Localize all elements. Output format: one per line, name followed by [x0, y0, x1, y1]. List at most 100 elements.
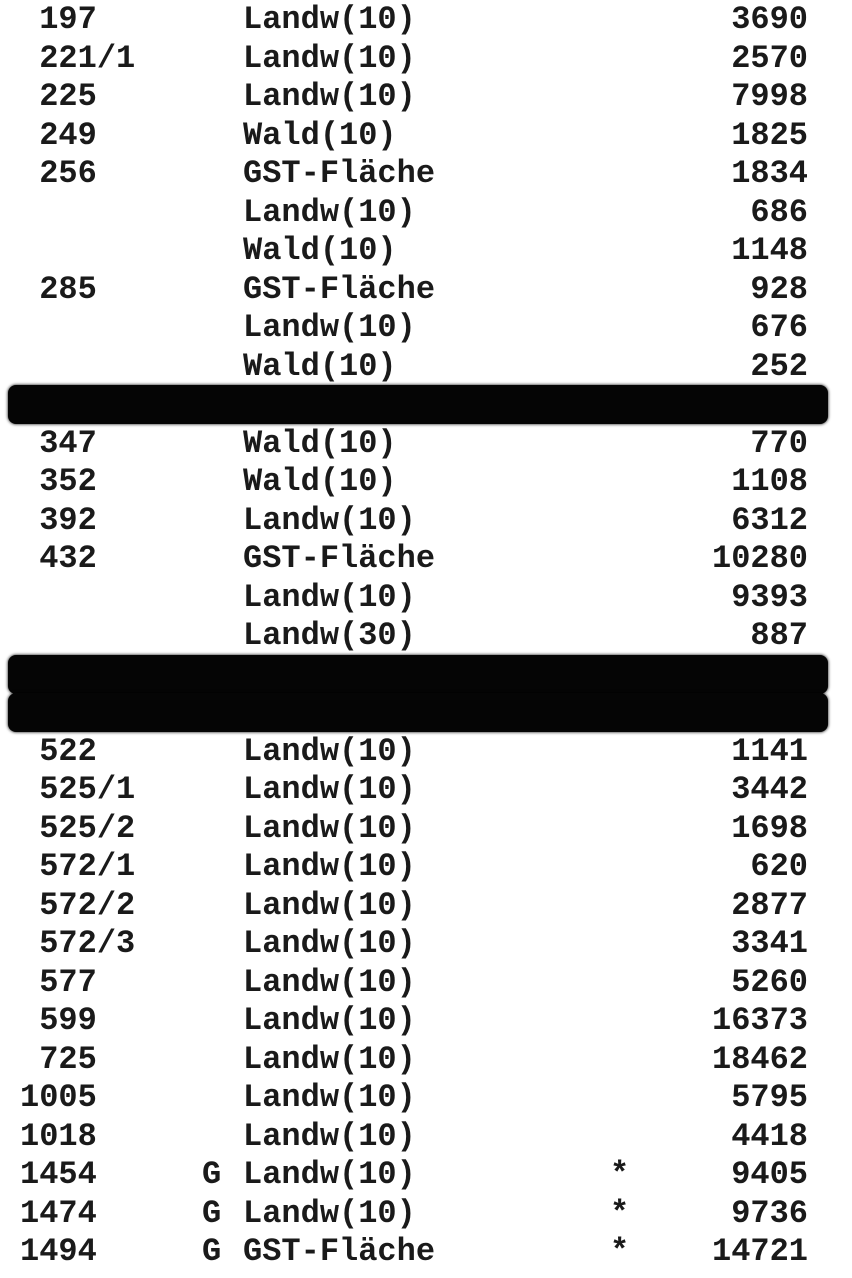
land-use-type: GST-Fläche	[243, 155, 436, 192]
table-row: Landw(10) 686	[0, 194, 852, 232]
asterisk-marker: *	[610, 1233, 630, 1270]
parcel-number: 352	[20, 463, 97, 500]
parcel-number: 285	[20, 270, 97, 308]
land-use-type: Landw(10)	[243, 578, 416, 616]
parcel-number: 256	[20, 155, 97, 192]
area-value: 252	[750, 347, 808, 385]
table-row: 572/3 Landw(10) 3341	[0, 925, 852, 963]
land-use-type: Landw(10)	[243, 1117, 416, 1155]
land-use-type: Wald(10)	[243, 424, 397, 462]
land-use-type: Landw(10)	[243, 1002, 416, 1039]
area-value: 5795	[731, 1079, 808, 1116]
table-row: 725 Landw(10) 18462	[0, 1041, 852, 1079]
land-use-type: Wald(10)	[243, 232, 397, 269]
table-row: 1005 Landw(10) 5795	[0, 1079, 852, 1117]
area-value: 3341	[731, 925, 808, 962]
table-row: Wald(10) 1148	[0, 232, 852, 270]
table-row: Wald(10) 252	[0, 348, 852, 386]
parcel-number: 599	[20, 1002, 97, 1039]
table-row: 525/1 Landw(10) 3442	[0, 771, 852, 809]
land-use-type: Landw(10)	[243, 732, 416, 770]
table-row: 1018 Landw(10) 4418	[0, 1118, 852, 1156]
area-value: 1834	[731, 155, 808, 192]
land-use-type: Landw(10)	[243, 848, 416, 885]
table-row: 221/1 Landw(10) 2570	[0, 40, 852, 78]
area-value: 4418	[731, 1117, 808, 1155]
table-row: Landw(30) 887	[0, 617, 852, 655]
area-value: 18462	[711, 1040, 808, 1078]
redaction-bar	[8, 654, 828, 694]
redaction-bar	[8, 385, 828, 424]
land-use-type: Landw(10)	[243, 1, 416, 38]
area-value: 2877	[731, 886, 808, 924]
land-use-type: Wald(10)	[243, 347, 397, 385]
land-use-type: Landw(30)	[243, 617, 416, 654]
land-use-type: Landw(10)	[243, 1194, 416, 1232]
land-use-type: GST-Fläche	[243, 1233, 436, 1270]
area-value: 9405	[731, 1156, 808, 1193]
table-row: 577 Landw(10) 5260	[0, 964, 852, 1002]
area-value: 1825	[731, 116, 808, 154]
parcel-number: 572/3	[20, 925, 136, 962]
area-value: 770	[750, 424, 808, 462]
parcel-number: 1474	[20, 1194, 97, 1232]
table-row: 225 Landw(10) 7998	[0, 78, 852, 116]
parcel-number: 522	[20, 732, 97, 770]
table-row: 525/2 Landw(10) 1698	[0, 810, 852, 848]
parcel-number: 725	[20, 1040, 97, 1078]
area-value: 1141	[731, 732, 808, 770]
land-use-type: Landw(10)	[243, 1079, 416, 1116]
table-row: 197 Landw(10) 3690	[0, 1, 852, 39]
area-value: 1698	[731, 809, 808, 847]
area-value: 686	[750, 193, 808, 231]
land-use-type: Landw(10)	[243, 309, 416, 346]
parcel-number: 1005	[20, 1079, 97, 1116]
area-value: 676	[750, 309, 808, 346]
parcel-number: 525/1	[20, 771, 136, 808]
area-value: 1108	[731, 463, 808, 500]
parcel-number: 1018	[20, 1117, 97, 1155]
area-value: 6312	[731, 501, 808, 539]
area-value: 7998	[731, 78, 808, 115]
land-use-type: Wald(10)	[243, 116, 397, 154]
flag-marker: G	[202, 1233, 222, 1270]
flag-marker: G	[202, 1194, 222, 1232]
area-value: 620	[750, 848, 808, 885]
parcel-number: 392	[20, 501, 97, 539]
table-row: Landw(10) 9393	[0, 579, 852, 617]
table-row: 572/2 Landw(10) 2877	[0, 887, 852, 925]
area-value: 928	[750, 270, 808, 308]
parcel-number: 1454	[20, 1156, 97, 1193]
table-row: 1494 G GST-Fläche * 14721	[0, 1233, 852, 1271]
table-row: 599 Landw(10) 16373	[0, 1002, 852, 1040]
parcel-number: 347	[20, 424, 97, 462]
area-value: 9736	[731, 1194, 808, 1232]
table-row: 392 Landw(10) 6312	[0, 502, 852, 540]
land-use-type: Landw(10)	[243, 925, 416, 962]
land-use-type: Landw(10)	[243, 501, 416, 539]
parcel-number: 432	[20, 540, 97, 577]
flag-marker: G	[202, 1156, 222, 1193]
table-row: 285 GST-Fläche 928	[0, 271, 852, 309]
table-row: 347 Wald(10) 770	[0, 425, 852, 463]
land-use-type: Landw(10)	[243, 1156, 416, 1193]
area-value: 887	[750, 617, 808, 654]
asterisk-marker: *	[610, 1156, 630, 1193]
land-use-type: GST-Fläche	[243, 540, 436, 577]
table-row: 352 Wald(10) 1108	[0, 463, 852, 501]
parcel-number: 1494	[20, 1233, 97, 1270]
parcel-number: 197	[20, 1, 97, 38]
table-row: 1454 G Landw(10) * 9405	[0, 1156, 852, 1194]
redaction-bar	[8, 693, 828, 732]
area-value: 2570	[731, 39, 808, 77]
land-use-type: Landw(10)	[243, 39, 416, 77]
area-value: 1148	[731, 232, 808, 269]
area-value: 14721	[711, 1233, 808, 1270]
parcel-number: 572/2	[20, 886, 136, 924]
land-use-type: GST-Fläche	[243, 270, 436, 308]
land-use-type: Landw(10)	[243, 771, 416, 808]
parcel-number: 221/1	[20, 39, 136, 77]
table-row: 256 GST-Fläche 1834	[0, 155, 852, 193]
area-value: 10280	[711, 540, 808, 577]
asterisk-marker: *	[610, 1194, 630, 1232]
